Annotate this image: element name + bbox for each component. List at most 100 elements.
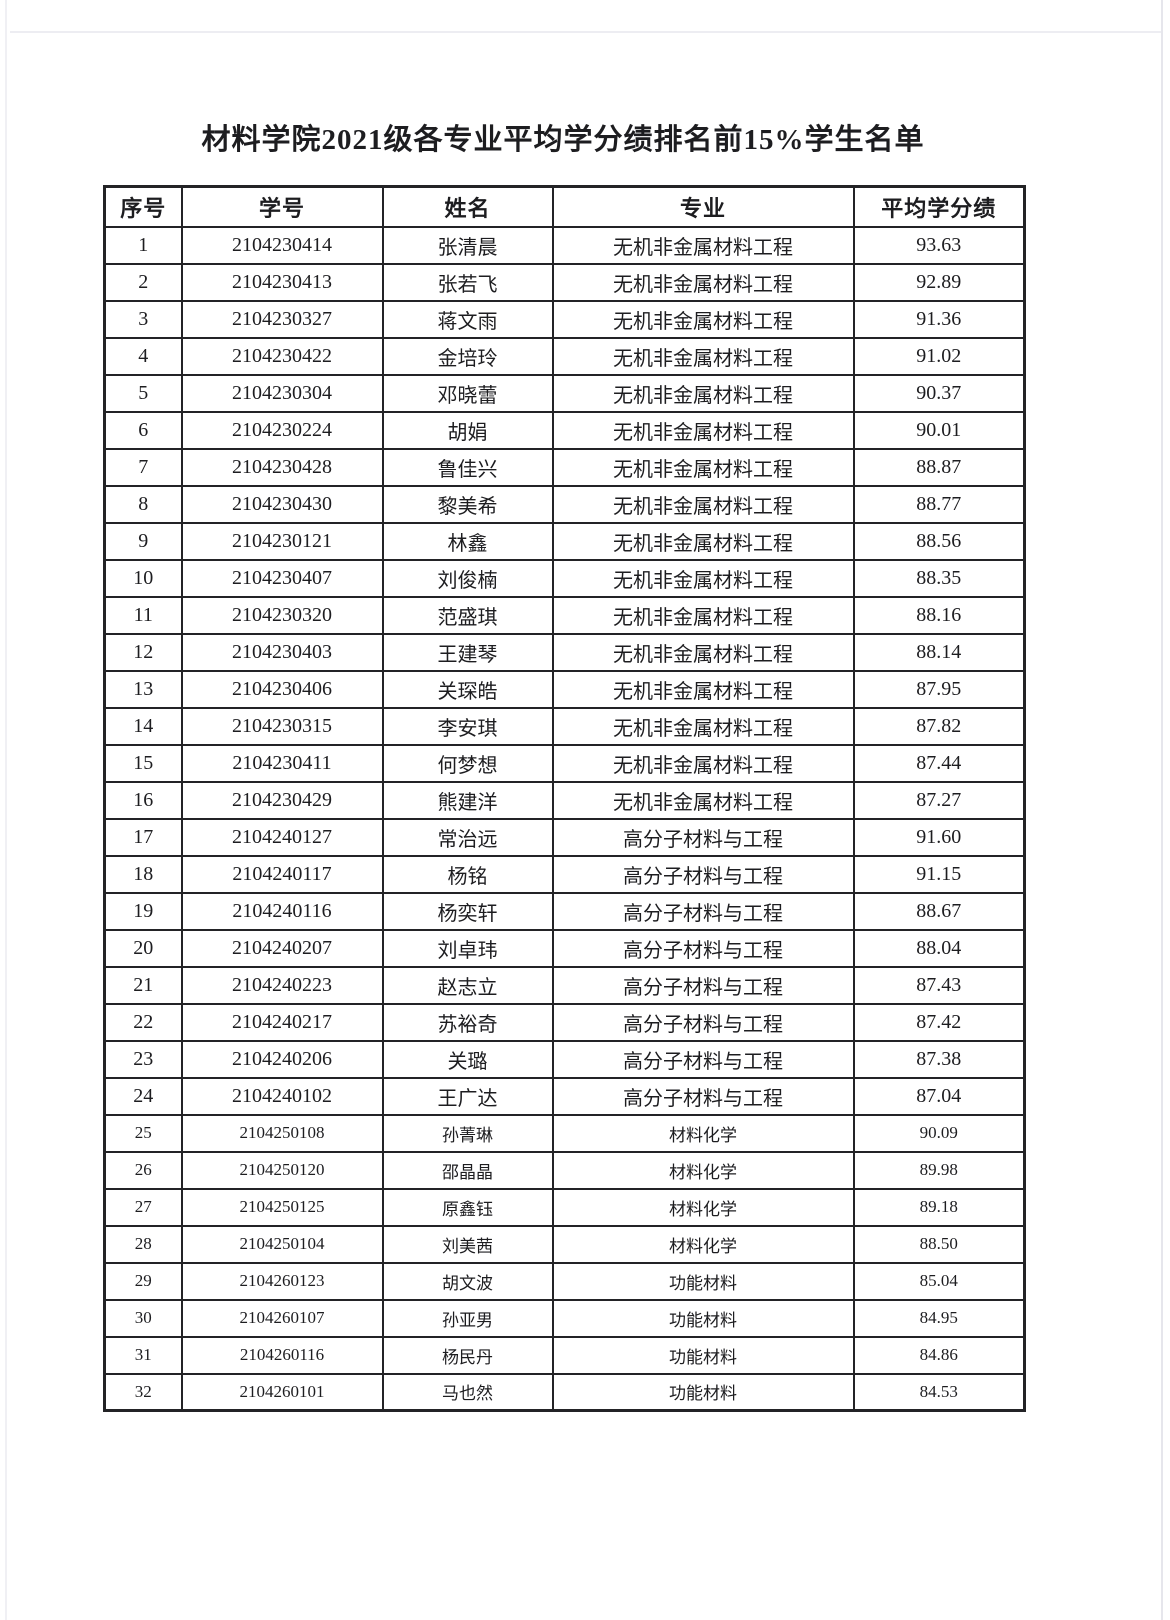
cell-name: 林鑫 bbox=[381, 521, 554, 561]
cell-rank: 10 bbox=[103, 558, 183, 598]
cell-gpa: 89.18 bbox=[852, 1187, 1026, 1227]
cell-name: 李安琪 bbox=[381, 706, 554, 746]
page-edge-top-line bbox=[10, 31, 1162, 33]
cell-name: 张清晨 bbox=[381, 225, 554, 265]
page-edge-right-line bbox=[1161, 0, 1163, 1620]
table-header: 序号 学号 姓名 专业 平均学分绩 bbox=[103, 185, 1026, 228]
cell-rank: 9 bbox=[103, 521, 183, 561]
cell-rank: 1 bbox=[103, 225, 183, 265]
cell-name: 原鑫钰 bbox=[381, 1187, 554, 1227]
cell-gpa: 88.16 bbox=[852, 595, 1026, 635]
cell-rank: 15 bbox=[103, 743, 183, 783]
cell-major: 无机非金属材料工程 bbox=[551, 262, 855, 302]
cell-major: 功能材料 bbox=[551, 1261, 855, 1301]
cell-rank: 17 bbox=[103, 817, 183, 857]
cell-rank: 22 bbox=[103, 1002, 183, 1042]
table-row: 20 2104240207 刘卓玮 高分子材料与工程 88.04 bbox=[103, 928, 1026, 968]
cell-student-id: 2104230224 bbox=[180, 410, 384, 450]
cell-student-id: 2104230327 bbox=[180, 299, 384, 339]
cell-gpa: 87.44 bbox=[852, 743, 1026, 783]
cell-student-id: 2104230406 bbox=[180, 669, 384, 709]
header-name: 姓名 bbox=[381, 185, 554, 228]
cell-name: 关琛皓 bbox=[381, 669, 554, 709]
table-row: 28 2104250104 刘美茜 材料化学 88.50 bbox=[103, 1224, 1026, 1264]
table-row: 6 2104230224 胡娟 无机非金属材料工程 90.01 bbox=[103, 410, 1026, 450]
table-row: 25 2104250108 孙菁琳 材料化学 90.09 bbox=[103, 1113, 1026, 1153]
cell-major: 无机非金属材料工程 bbox=[551, 299, 855, 339]
cell-student-id: 2104260123 bbox=[180, 1261, 384, 1301]
cell-major: 材料化学 bbox=[551, 1150, 855, 1190]
cell-gpa: 88.04 bbox=[852, 928, 1026, 968]
cell-rank: 4 bbox=[103, 336, 183, 376]
cell-major: 功能材料 bbox=[551, 1298, 855, 1338]
table-row: 13 2104230406 关琛皓 无机非金属材料工程 87.95 bbox=[103, 669, 1026, 709]
cell-gpa: 90.09 bbox=[852, 1113, 1026, 1153]
cell-student-id: 2104250104 bbox=[180, 1224, 384, 1264]
table-row: 30 2104260107 孙亚男 功能材料 84.95 bbox=[103, 1298, 1026, 1338]
cell-student-id: 2104230413 bbox=[180, 262, 384, 302]
cell-student-id: 2104230320 bbox=[180, 595, 384, 635]
table-row: 12 2104230403 王建琴 无机非金属材料工程 88.14 bbox=[103, 632, 1026, 672]
cell-rank: 5 bbox=[103, 373, 183, 413]
student-ranking-table: 序号 学号 姓名 专业 平均学分绩 1 2104230414 张清晨 无机非金属材料工程 93.… bbox=[103, 185, 1026, 1412]
cell-name: 杨铭 bbox=[381, 854, 554, 894]
table-row: 1 2104230414 张清晨 无机非金属材料工程 93.63 bbox=[103, 225, 1026, 265]
table-row: 8 2104230430 黎美希 无机非金属材料工程 88.77 bbox=[103, 484, 1026, 524]
cell-rank: 31 bbox=[103, 1335, 183, 1375]
cell-major: 高分子材料与工程 bbox=[551, 928, 855, 968]
table-row: 10 2104230407 刘俊楠 无机非金属材料工程 88.35 bbox=[103, 558, 1026, 598]
table-row: 11 2104230320 范盛琪 无机非金属材料工程 88.16 bbox=[103, 595, 1026, 635]
cell-rank: 7 bbox=[103, 447, 183, 487]
cell-gpa: 88.50 bbox=[852, 1224, 1026, 1264]
cell-student-id: 2104230407 bbox=[180, 558, 384, 598]
cell-major: 材料化学 bbox=[551, 1224, 855, 1264]
cell-rank: 11 bbox=[103, 595, 183, 635]
cell-major: 无机非金属材料工程 bbox=[551, 595, 855, 635]
cell-rank: 27 bbox=[103, 1187, 183, 1227]
cell-rank: 25 bbox=[103, 1113, 183, 1153]
cell-major: 材料化学 bbox=[551, 1187, 855, 1227]
cell-gpa: 87.43 bbox=[852, 965, 1026, 1005]
cell-rank: 2 bbox=[103, 262, 183, 302]
cell-name: 马也然 bbox=[381, 1372, 554, 1412]
page-edge-left-line bbox=[5, 0, 7, 1620]
cell-name: 赵志立 bbox=[381, 965, 554, 1005]
cell-student-id: 2104230403 bbox=[180, 632, 384, 672]
cell-rank: 23 bbox=[103, 1039, 183, 1079]
cell-rank: 19 bbox=[103, 891, 183, 931]
cell-gpa: 88.87 bbox=[852, 447, 1026, 487]
cell-major: 无机非金属材料工程 bbox=[551, 706, 855, 746]
table-row: 18 2104240117 杨铭 高分子材料与工程 91.15 bbox=[103, 854, 1026, 894]
table-row: 14 2104230315 李安琪 无机非金属材料工程 87.82 bbox=[103, 706, 1026, 746]
table-row: 17 2104240127 常治远 高分子材料与工程 91.60 bbox=[103, 817, 1026, 857]
cell-major: 无机非金属材料工程 bbox=[551, 521, 855, 561]
cell-gpa: 91.02 bbox=[852, 336, 1026, 376]
cell-rank: 12 bbox=[103, 632, 183, 672]
cell-student-id: 2104240127 bbox=[180, 817, 384, 857]
table-row: 19 2104240116 杨奕轩 高分子材料与工程 88.67 bbox=[103, 891, 1026, 931]
cell-gpa: 87.04 bbox=[852, 1076, 1026, 1116]
cell-student-id: 2104230304 bbox=[180, 373, 384, 413]
cell-gpa: 85.04 bbox=[852, 1261, 1026, 1301]
cell-gpa: 87.82 bbox=[852, 706, 1026, 746]
cell-gpa: 89.98 bbox=[852, 1150, 1026, 1190]
header-row: 序号 学号 姓名 专业 平均学分绩 bbox=[103, 185, 1026, 228]
cell-student-id: 2104230411 bbox=[180, 743, 384, 783]
table-row: 16 2104230429 熊建洋 无机非金属材料工程 87.27 bbox=[103, 780, 1026, 820]
cell-rank: 29 bbox=[103, 1261, 183, 1301]
cell-student-id: 2104230422 bbox=[180, 336, 384, 376]
table-row: 4 2104230422 金培玲 无机非金属材料工程 91.02 bbox=[103, 336, 1026, 376]
table-row: 9 2104230121 林鑫 无机非金属材料工程 88.56 bbox=[103, 521, 1026, 561]
cell-name: 刘卓玮 bbox=[381, 928, 554, 968]
table-row: 23 2104240206 关璐 高分子材料与工程 87.38 bbox=[103, 1039, 1026, 1079]
table-row: 26 2104250120 邵晶晶 材料化学 89.98 bbox=[103, 1150, 1026, 1190]
table-row: 31 2104260116 杨民丹 功能材料 84.86 bbox=[103, 1335, 1026, 1375]
cell-gpa: 91.15 bbox=[852, 854, 1026, 894]
cell-major: 无机非金属材料工程 bbox=[551, 225, 855, 265]
cell-gpa: 91.36 bbox=[852, 299, 1026, 339]
cell-gpa: 90.01 bbox=[852, 410, 1026, 450]
cell-name: 蒋文雨 bbox=[381, 299, 554, 339]
table-row: 15 2104230411 何梦想 无机非金属材料工程 87.44 bbox=[103, 743, 1026, 783]
cell-name: 孙亚男 bbox=[381, 1298, 554, 1338]
